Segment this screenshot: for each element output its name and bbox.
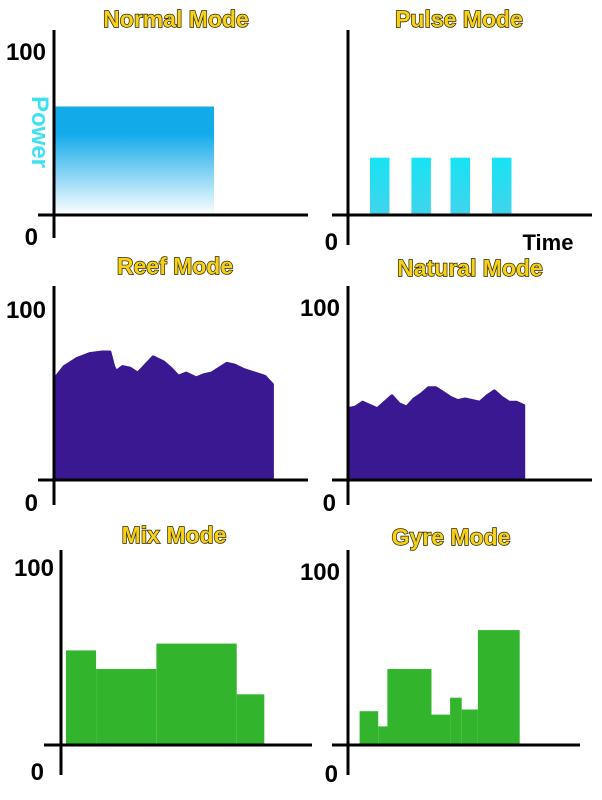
chart-title: Gyre Mode — [392, 524, 511, 550]
bar-4 — [236, 694, 265, 745]
power-area — [346, 386, 526, 482]
bar-1 — [370, 157, 390, 215]
y-tick-max-label: 100 — [300, 559, 340, 586]
chart-title: Reef Mode — [117, 253, 233, 279]
bar-7 — [477, 630, 520, 745]
natural-mode-marks — [346, 386, 526, 482]
bar-4 — [431, 714, 451, 745]
bar-3 — [387, 669, 432, 745]
bar-1 — [359, 711, 379, 745]
panel-normal-mode: Normal Mode Power 100 0 — [6, 5, 308, 251]
bar-2 — [411, 157, 431, 215]
power-area — [54, 106, 214, 215]
panel-mix-mode: Mix Mode 100 0 — [14, 521, 312, 786]
y-tick-min-label: 0 — [25, 224, 38, 251]
panel-pulse-mode: Pulse Mode 0 Time — [325, 5, 592, 256]
chart-title: Pulse Mode — [395, 6, 523, 32]
power-area — [52, 350, 274, 482]
bar-1 — [66, 650, 97, 745]
chart-title: Natural Mode — [397, 255, 543, 281]
pulse-mode-marks — [370, 157, 512, 215]
normal-mode-marks — [54, 106, 214, 215]
y-tick-min-label: 0 — [325, 761, 338, 788]
bar-4 — [492, 157, 512, 215]
bar-3 — [450, 157, 470, 215]
y-axis-label: Power — [26, 96, 53, 168]
reef-mode-marks — [52, 350, 274, 482]
panel-natural-mode: Natural Mode 100 0 — [300, 254, 592, 517]
chart-title: Mix Mode — [122, 522, 227, 548]
y-tick-min-label: 0 — [323, 490, 336, 517]
y-tick-min-label: 0 — [25, 490, 38, 517]
x-axis-label: Time — [523, 230, 574, 255]
y-tick-max-label: 100 — [300, 295, 340, 322]
y-tick-min-label: 0 — [31, 759, 44, 786]
bar-3 — [156, 643, 237, 745]
gyre-mode-marks — [359, 630, 520, 745]
panel-reef-mode: Reef Mode 100 0 — [6, 252, 308, 517]
y-tick-min-label: 0 — [325, 229, 338, 256]
y-tick-max-label: 100 — [6, 297, 46, 324]
y-tick-max-label: 100 — [14, 555, 54, 582]
chart-title: Normal Mode — [103, 6, 249, 32]
bar-2 — [378, 726, 388, 745]
y-tick-max-label: 100 — [6, 39, 46, 66]
bar-6 — [461, 709, 478, 745]
panel-gyre-mode: Gyre Mode 100 0 — [300, 523, 580, 788]
bar-5 — [450, 697, 462, 745]
bar-2 — [96, 669, 157, 745]
mix-mode-marks — [66, 643, 265, 745]
